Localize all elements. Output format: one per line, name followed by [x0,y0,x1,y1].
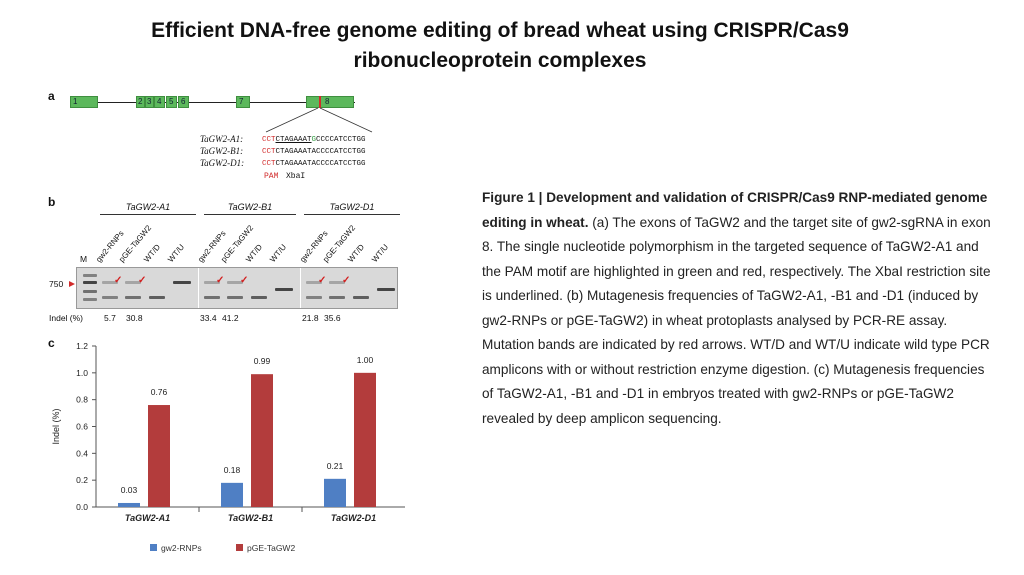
y-tick-label: 1.0 [76,368,88,378]
exon-1: 1 [70,96,98,108]
y-tick-label: 0.4 [76,448,88,458]
exon-4: 4 [154,96,165,108]
exon-2: 2 [136,96,145,108]
figure-caption: Figure 1 | Development and validation of… [482,186,992,431]
gel-size-label: 750 [49,279,64,289]
data-label: 0.21 [327,461,344,471]
data-label: 0.76 [151,387,168,397]
mutation-arrow-icon: ✓ [138,275,147,286]
bar-gw2-rnps [118,502,140,507]
size-arrow-icon [69,281,75,287]
xbai-label: XbaI [286,172,306,181]
mutation-arrow-icon: ✓ [216,275,225,286]
bar-pge-tagw2 [354,372,376,507]
gel-header-b1: TaGW2-B1 [227,202,273,212]
category-label: TaGW2-D1 [331,513,376,523]
mutation-arrow-icon: ✓ [318,275,327,286]
caption-text: (a) The exons of TaGW2 and the target si… [482,214,991,426]
data-label: 0.03 [121,485,138,495]
gel-image [76,267,398,309]
indel-value: 21.8 [302,313,319,323]
bar-pge-tagw2 [251,374,273,507]
exon-3: 3 [145,96,154,108]
gel-header-a1: TaGW2-A1 [125,202,171,212]
panel-b-letter: b [48,195,56,209]
allele-seq-d1: CCTCTAGAAATACCCCATCCTGG [262,160,366,168]
mutation-arrow-icon: ✓ [342,275,351,286]
exon-7: 7 [236,96,250,108]
mutation-arrow-icon: ✓ [114,275,123,286]
legend-label: gw2-RNPs [161,543,202,553]
mutation-arrow-icon: ✓ [240,275,249,286]
allele-label-d1: TaGW2-D1: [200,158,245,168]
caption-head: Figure 1 | Development and validation of… [482,190,988,230]
gel-header-line-d1 [304,214,400,215]
legend-swatch [150,544,157,551]
target-site-marker [319,96,321,108]
exon-6: 6 [178,96,189,108]
gel-header-d1: TaGW2-D1 [329,202,375,212]
y-tick-label: 0.2 [76,475,88,485]
exon-5: 5 [166,96,177,108]
indel-value: 41.2 [222,313,239,323]
allele-label-b1: TaGW2-B1: [200,146,244,156]
gel-header-line-a1 [100,214,196,215]
category-label: TaGW2-A1 [125,513,170,523]
slide-title-line2: ribonucleoprotein complexes [353,49,647,72]
y-tick-label: 0.0 [76,502,88,512]
slide-title-line1: Efficient DNA-free genome editing of bre… [151,19,849,42]
pam-label: PAM [264,172,279,181]
bar-gw2-rnps [324,478,346,507]
bar-pge-tagw2 [148,405,170,507]
category-label: TaGW2-B1 [228,513,273,523]
legend-swatch [236,544,243,551]
indel-value: 33.4 [200,313,217,323]
indel-row-label: Indel (%) [49,313,84,323]
data-label: 0.18 [224,465,241,475]
allele-seq-a1: CCTCTAGAAATGCCCCATCCTGG [262,136,366,144]
y-tick-label: 1.2 [76,341,88,351]
gene-intron-line [70,102,355,103]
panel-c-letter: c [48,336,55,350]
panel-a-letter: a [48,89,55,103]
allele-label-a1: TaGW2-A1: [200,134,244,144]
indel-value: 35.6 [324,313,341,323]
y-tick-label: 0.8 [76,395,88,405]
indel-value: 5.7 [104,313,116,323]
exon-8: 8 [306,96,354,108]
allele-seq-b1: CCTCTAGAAATACCCCATCCTGG [262,148,366,156]
gel-marker-label: M [80,254,88,264]
data-label: 1.00 [357,355,374,365]
gel-header-line-b1 [204,214,296,215]
bar-gw2-rnps [221,482,243,507]
y-tick-label: 0.6 [76,422,88,432]
y-axis-label: Indel (%) [51,408,61,444]
data-label: 0.99 [254,356,271,366]
legend-label: pGE-TaGW2 [247,543,295,553]
indel-value: 30.8 [126,313,143,323]
